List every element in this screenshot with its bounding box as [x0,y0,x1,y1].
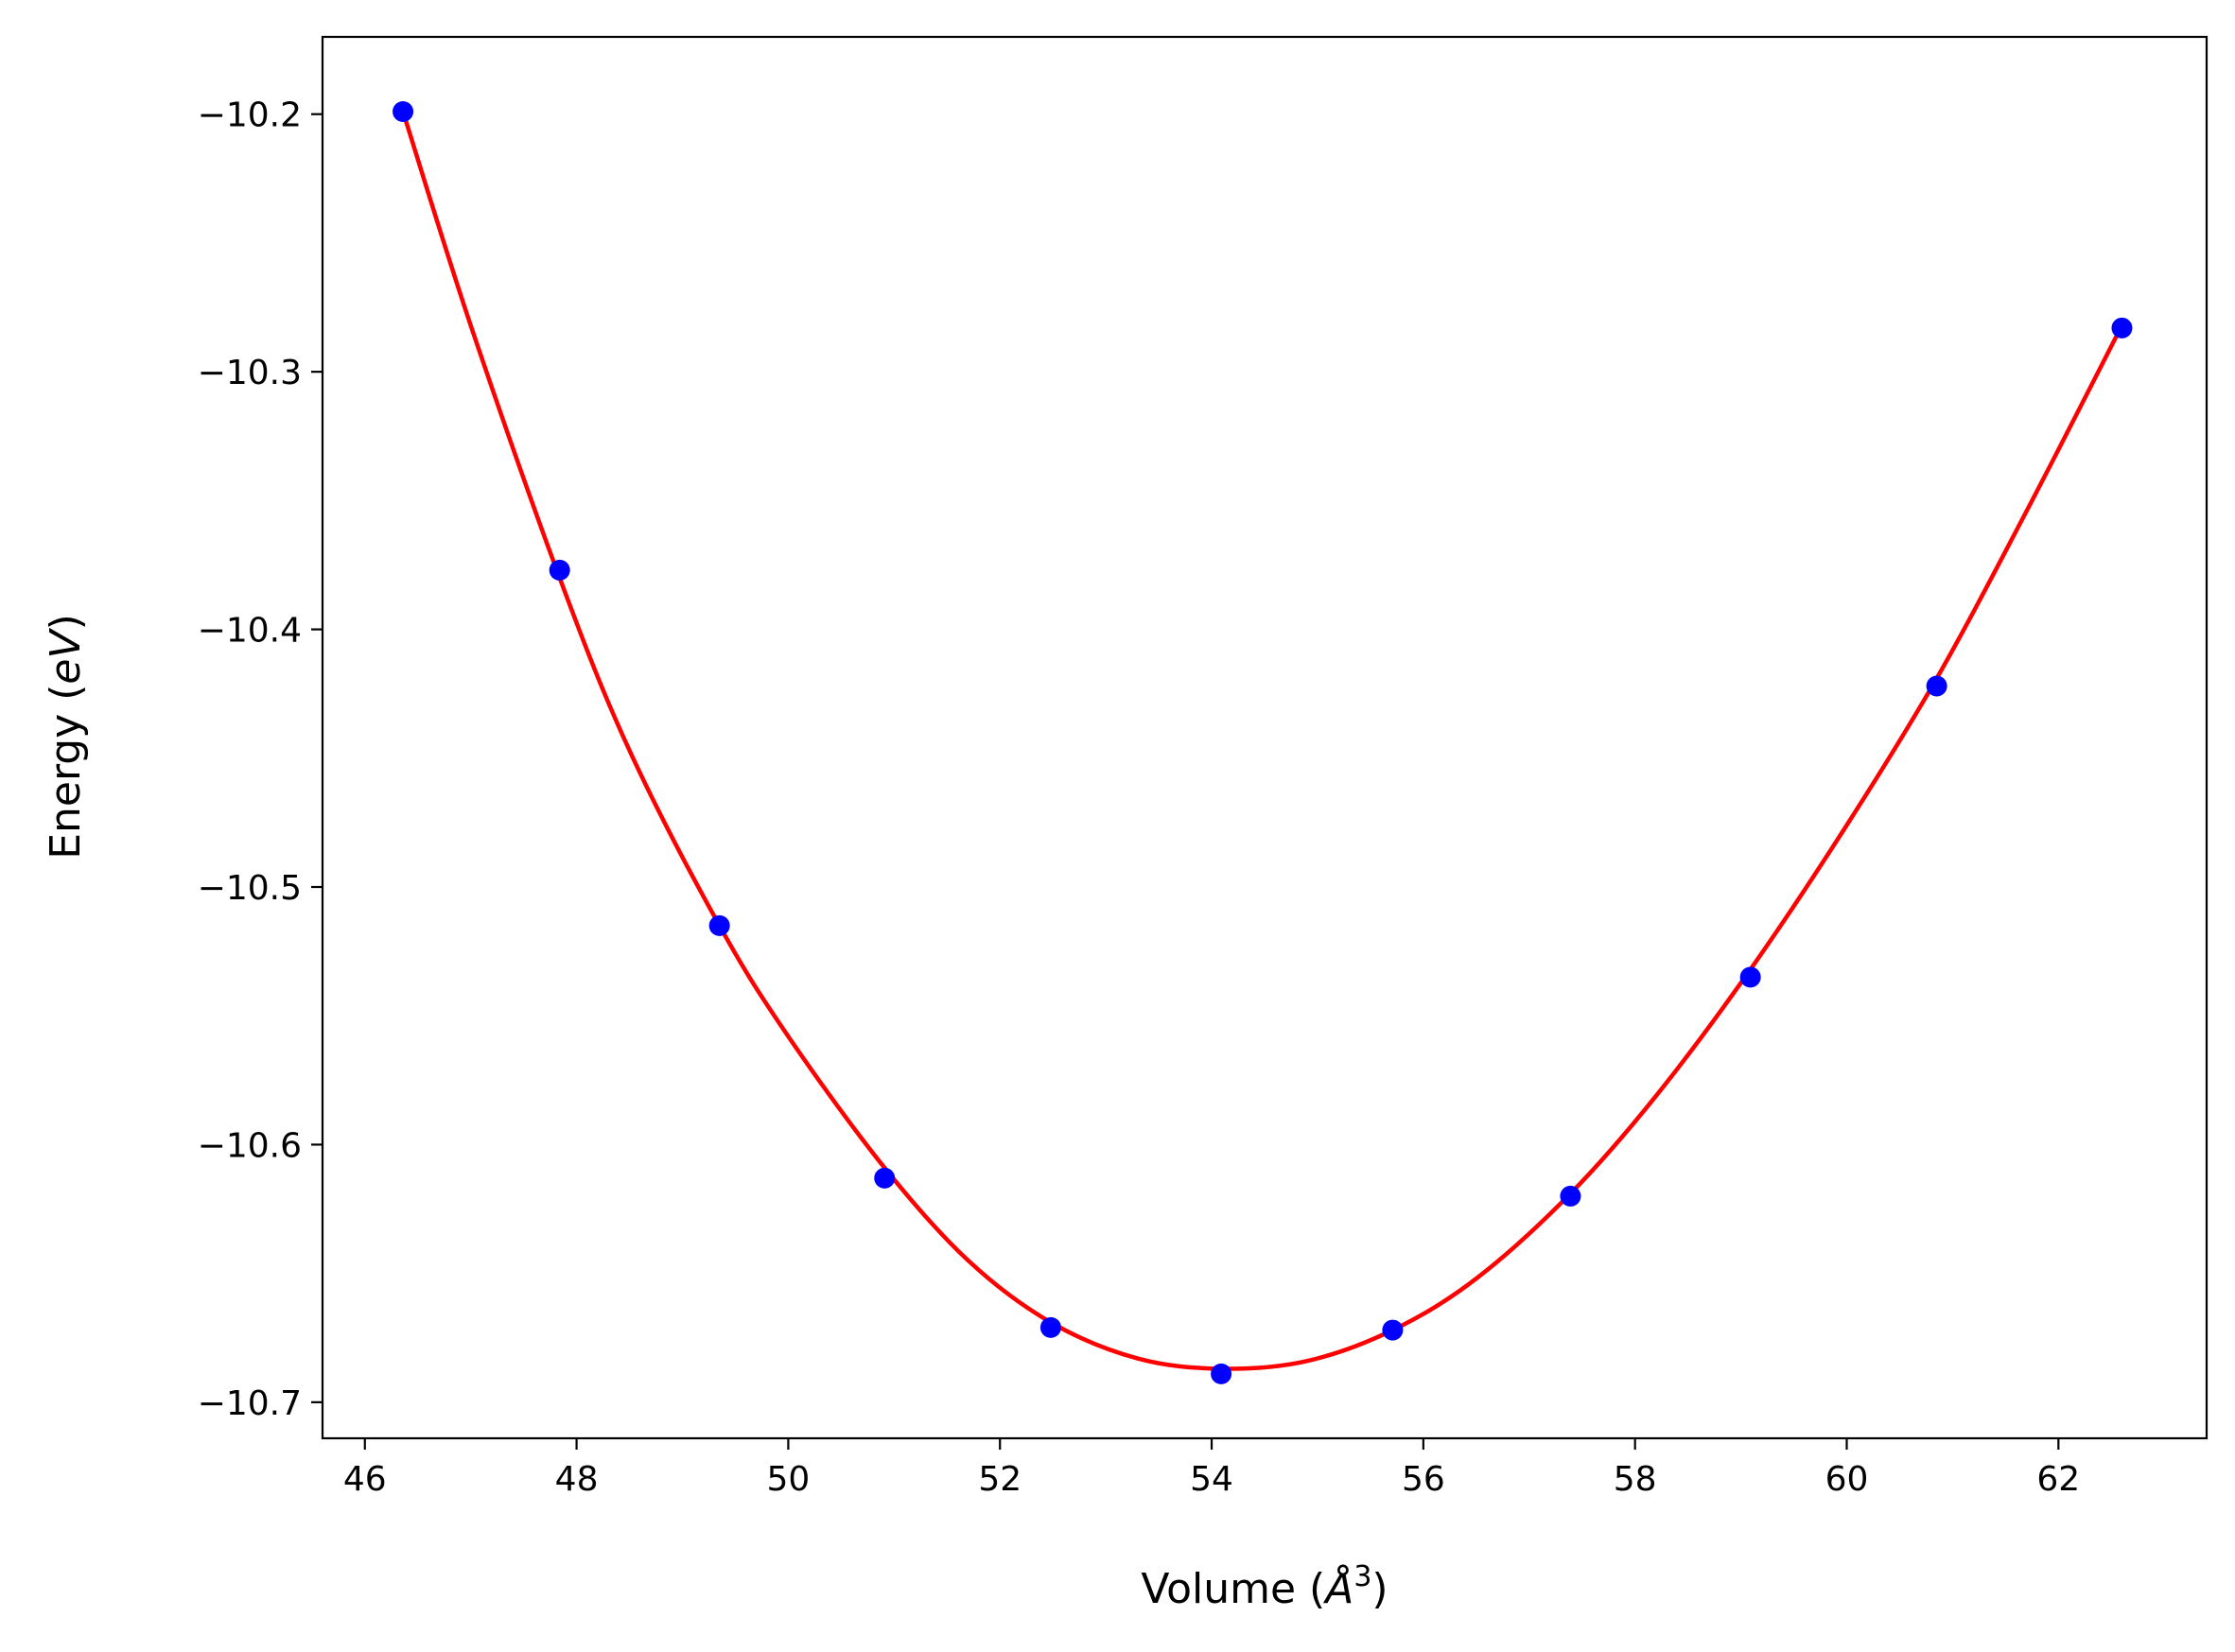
y-tick-label: −10.7 [198,1384,302,1423]
x-tick-label: 54 [1190,1460,1233,1499]
x-axis-ticks: 46 48 50 52 54 56 58 60 62 [343,1438,2080,1499]
y-tick-label: −10.6 [198,1126,302,1165]
y-tick-label: −10.2 [198,96,302,135]
y-tick-label: −10.3 [198,354,302,392]
y-axis-ticks: −10.2 −10.3 −10.4 −10.5 −10.6 −10.7 [198,96,323,1423]
data-point [708,914,730,936]
series-layer [393,101,2133,1384]
x-tick-label: 46 [343,1460,387,1499]
x-tick-label: 60 [1825,1460,1869,1499]
x-tick-label: 50 [766,1460,810,1499]
data-point [549,559,570,581]
x-tick-label: 48 [555,1460,599,1499]
y-tick-label: −10.5 [198,869,302,908]
data-point [1560,1185,1581,1207]
data-point [1382,1319,1404,1341]
x-axis-title: Volume (Å3) [1141,1560,1388,1613]
plot-area [321,35,2209,1440]
y-tick-label: −10.4 [198,612,302,651]
x-tick-label: 58 [1614,1460,1657,1499]
fit-curve [400,111,2124,1371]
y-axis-title: Energy (eV) [42,614,90,860]
x-tick-label: 62 [2036,1460,2080,1499]
data-point [1039,1316,1061,1338]
data-point [1926,675,1947,697]
data-point [1211,1363,1232,1384]
data-point [1739,966,1761,988]
data-point [874,1167,896,1189]
x-tick-label: 52 [978,1460,1021,1499]
x-tick-label: 56 [1402,1460,1445,1499]
data-point [2111,317,2133,339]
data-point [393,101,414,123]
